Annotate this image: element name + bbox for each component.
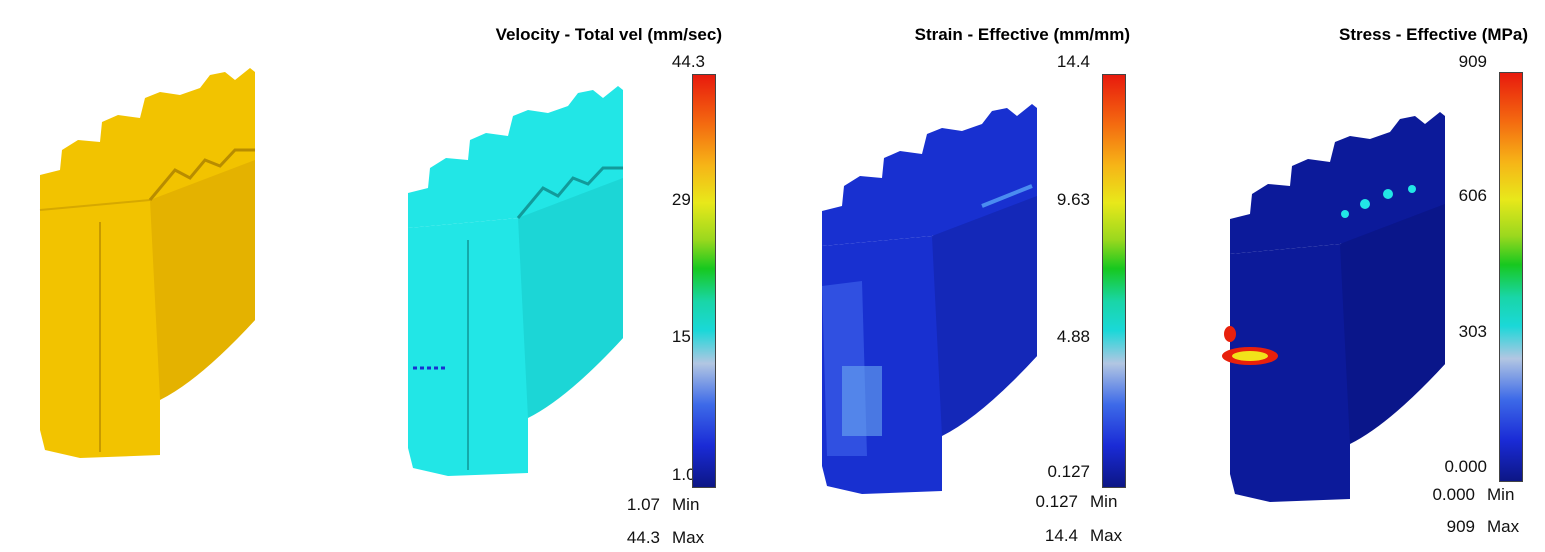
stress-legend-title: Stress - Effective (MPa) [1339, 25, 1528, 44]
velocity-min-row: 1.07 Min [620, 495, 700, 515]
stress-tick-2: 606 [1458, 186, 1487, 205]
stress-min-row: 0.000 Min [1420, 485, 1514, 505]
stress-max-row: 909 Max [1420, 517, 1520, 537]
velocity-color-bar [692, 74, 716, 488]
stress-color-bar [1499, 72, 1523, 482]
stress-render [1222, 112, 1445, 502]
stress-max-value: 909 [1446, 517, 1475, 536]
strain-render [822, 104, 1037, 494]
strain-tick-max: 14.4 [1056, 52, 1090, 71]
strain-tick-2: 9.63 [1056, 190, 1090, 209]
velocity-min-label: Min [672, 495, 700, 514]
velocity-min-value: 1.07 [626, 495, 660, 514]
stress-tick-min: 0.000 [1444, 457, 1487, 476]
stress-tick-3: 303 [1458, 322, 1487, 341]
strain-color-bar [1102, 74, 1126, 488]
velocity-tick-max: 44.3 [671, 52, 705, 71]
velocity-max-row: 44.3 Max [620, 528, 704, 548]
strain-max-label: Max [1090, 526, 1123, 545]
velocity-max-value: 44.3 [626, 528, 660, 547]
strain-max-row: 14.4 Max [1020, 526, 1122, 546]
stress-max-label: Max [1487, 517, 1520, 536]
strain-min-row: 0.127 Min [1020, 492, 1117, 512]
strain-tick-3: 4.88 [1056, 327, 1090, 346]
velocity-render [408, 86, 623, 476]
strain-min-label: Min [1090, 492, 1118, 511]
strain-max-value: 14.4 [1044, 526, 1078, 545]
stress-min-value: 0.000 [1432, 485, 1475, 504]
strain-min-value: 0.127 [1035, 492, 1078, 511]
stress-tick-max: 909 [1458, 52, 1487, 71]
velocity-max-label: Max [672, 528, 705, 547]
stress-min-label: Min [1487, 485, 1515, 504]
geometry-render [39, 68, 255, 458]
strain-tick-min: 0.127 [1047, 462, 1090, 481]
velocity-legend-title: Velocity - Total vel (mm/sec) [495, 25, 722, 44]
strain-legend-title: Strain - Effective (mm/mm) [914, 25, 1130, 44]
